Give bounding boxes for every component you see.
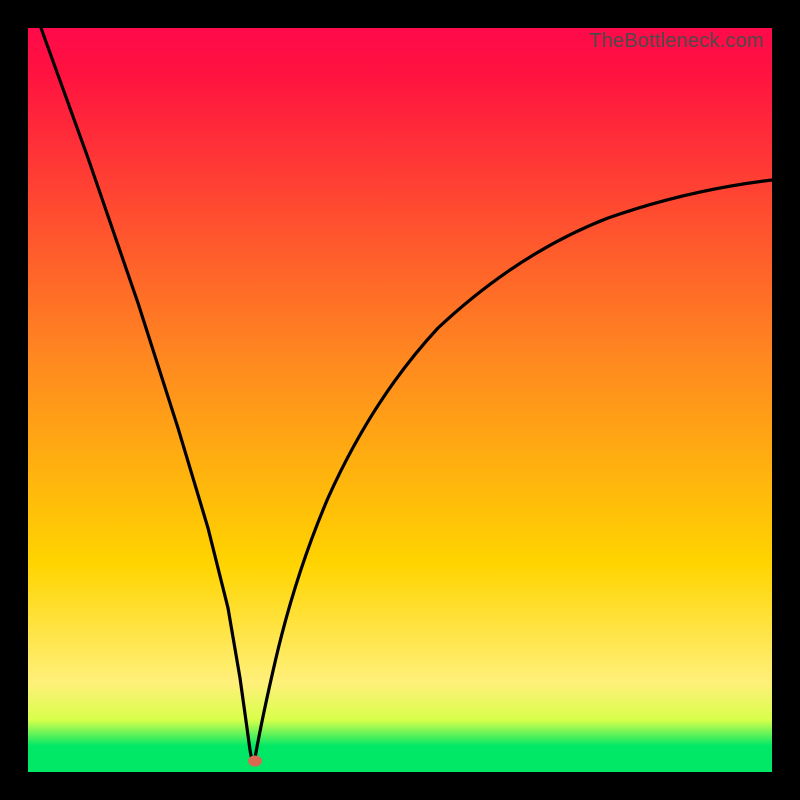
curve-left-branch <box>41 28 252 758</box>
plot-area: TheBottleneck.com <box>28 28 772 772</box>
chart-frame: TheBottleneck.com <box>0 0 800 800</box>
curve-right-branch <box>255 180 772 758</box>
bottleneck-curve <box>28 28 772 772</box>
min-marker <box>248 756 262 767</box>
